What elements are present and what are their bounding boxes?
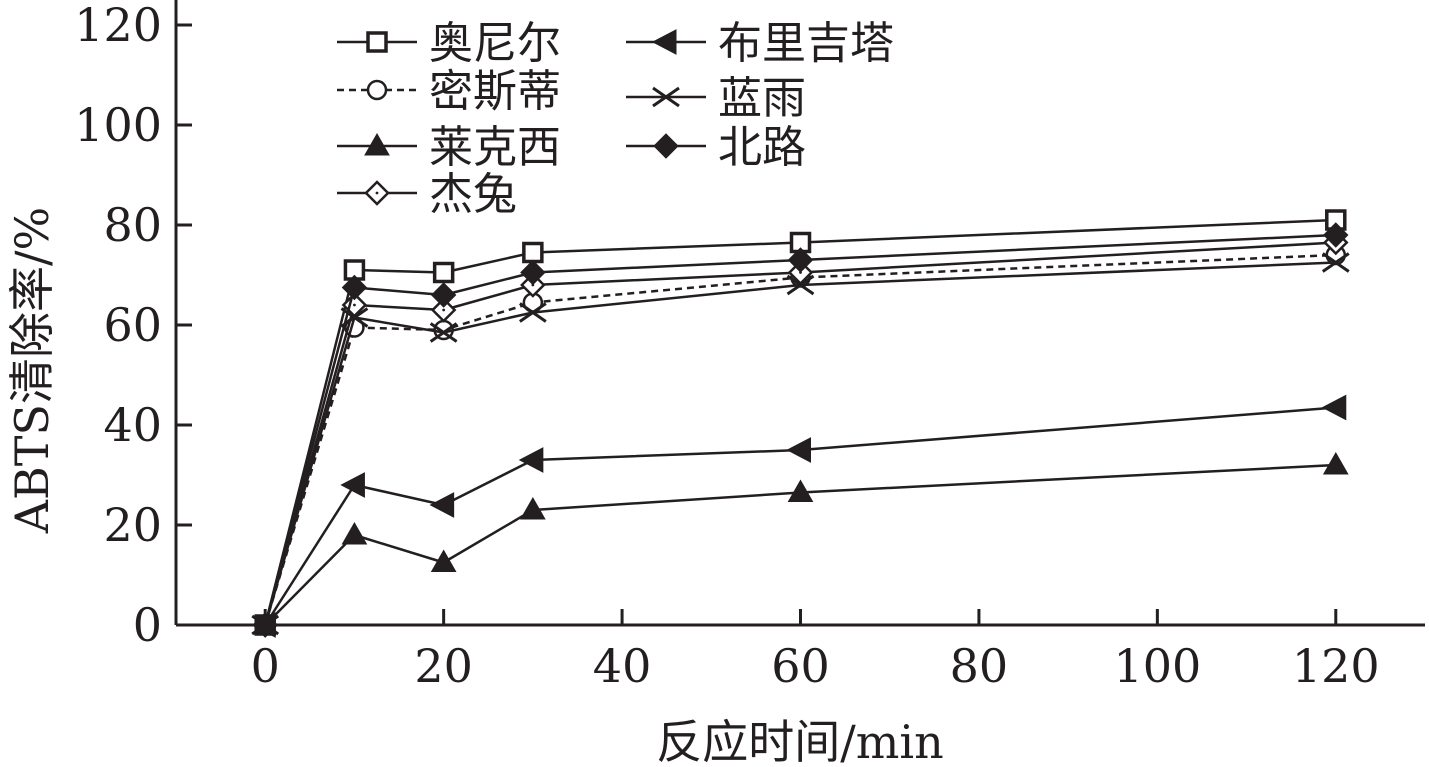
series-7 (252, 222, 1349, 638)
data-point (252, 612, 278, 638)
y-axis-title: ABTS清除率/% (5, 207, 59, 534)
data-point (519, 302, 547, 323)
data-point (1323, 222, 1349, 248)
data-point (518, 447, 544, 473)
x-tick-label: 80 (950, 639, 1009, 693)
data-point (430, 282, 457, 308)
series-line (263, 241, 1336, 626)
y-tick-label: 120 (74, 0, 162, 52)
data-point (429, 322, 458, 343)
legend-label: 莱克西 (429, 122, 561, 173)
y-tick-label: 20 (103, 498, 162, 552)
series-3 (252, 451, 1349, 635)
data-point (429, 492, 455, 518)
legend-marker (366, 31, 388, 53)
data-point (1322, 451, 1349, 475)
legend-entry-3: 莱克西 (337, 122, 561, 173)
data-point (787, 479, 814, 502)
series-line (264, 253, 1336, 626)
x-axis-title: 反应时间/min (656, 715, 943, 767)
x-tick-label: 120 (1292, 639, 1380, 693)
data-point (1321, 252, 1350, 273)
data-point (341, 521, 368, 545)
legend-label: 蓝雨 (718, 73, 806, 124)
legend-entry-1: 奥尼尔 (337, 18, 561, 69)
x-tick-label: 20 (414, 639, 473, 693)
x-tick-label: 0 (251, 639, 280, 693)
series-line (263, 233, 1336, 626)
legend-label: 北路 (718, 122, 806, 173)
data-point (786, 437, 811, 463)
axes: 0 20 40 60 80 100 120 0 20 40 60 80 100 120 (74, 0, 1425, 693)
legend-label: 布里吉塔 (718, 18, 894, 69)
legend-entry-7: 北路 (626, 122, 806, 173)
data-point (786, 274, 815, 296)
legend-marker (651, 29, 677, 55)
series-line (263, 261, 1336, 626)
x-tick-label: 100 (1113, 639, 1201, 693)
legend-entry-5: 布里吉塔 (626, 18, 894, 69)
data-point (340, 472, 365, 498)
legend-entry-6: 蓝雨 (626, 73, 806, 124)
y-tick-label: 60 (103, 298, 162, 352)
legend-label: 密斯蒂 (429, 66, 561, 117)
y-tick-label: 80 (103, 198, 162, 252)
legend-label: 奥尼尔 (429, 18, 561, 69)
series-line (264, 463, 1336, 626)
series-line (263, 218, 1336, 626)
legend-marker (364, 180, 390, 206)
y-tick-label: 40 (103, 398, 162, 452)
data-point (341, 274, 368, 301)
data-point (1321, 394, 1347, 421)
data-point (520, 259, 546, 286)
series-layer (251, 209, 1350, 638)
x-tick-label: 40 (593, 639, 652, 693)
series-2 (254, 244, 1347, 636)
legend-entry-4: 杰兔 (337, 169, 517, 220)
legend-marker (653, 133, 679, 159)
legend-entry-2: 密斯蒂 (337, 66, 561, 117)
data-point (430, 549, 457, 572)
data-point (432, 261, 455, 284)
legend-marker (366, 79, 388, 101)
y-tick-label: 100 (74, 98, 162, 152)
data-point (787, 247, 814, 273)
y-tick-label: 0 (133, 598, 162, 652)
series-5 (251, 394, 1347, 638)
data-point (522, 241, 544, 264)
data-point (519, 496, 546, 520)
legend-label: 杰兔 (429, 169, 517, 220)
legend-marker (652, 86, 680, 108)
legend-marker (364, 132, 390, 156)
x-tick-label: 60 (771, 639, 830, 693)
series-6 (251, 252, 1350, 636)
data-point (430, 297, 457, 323)
series-line (264, 406, 1336, 626)
